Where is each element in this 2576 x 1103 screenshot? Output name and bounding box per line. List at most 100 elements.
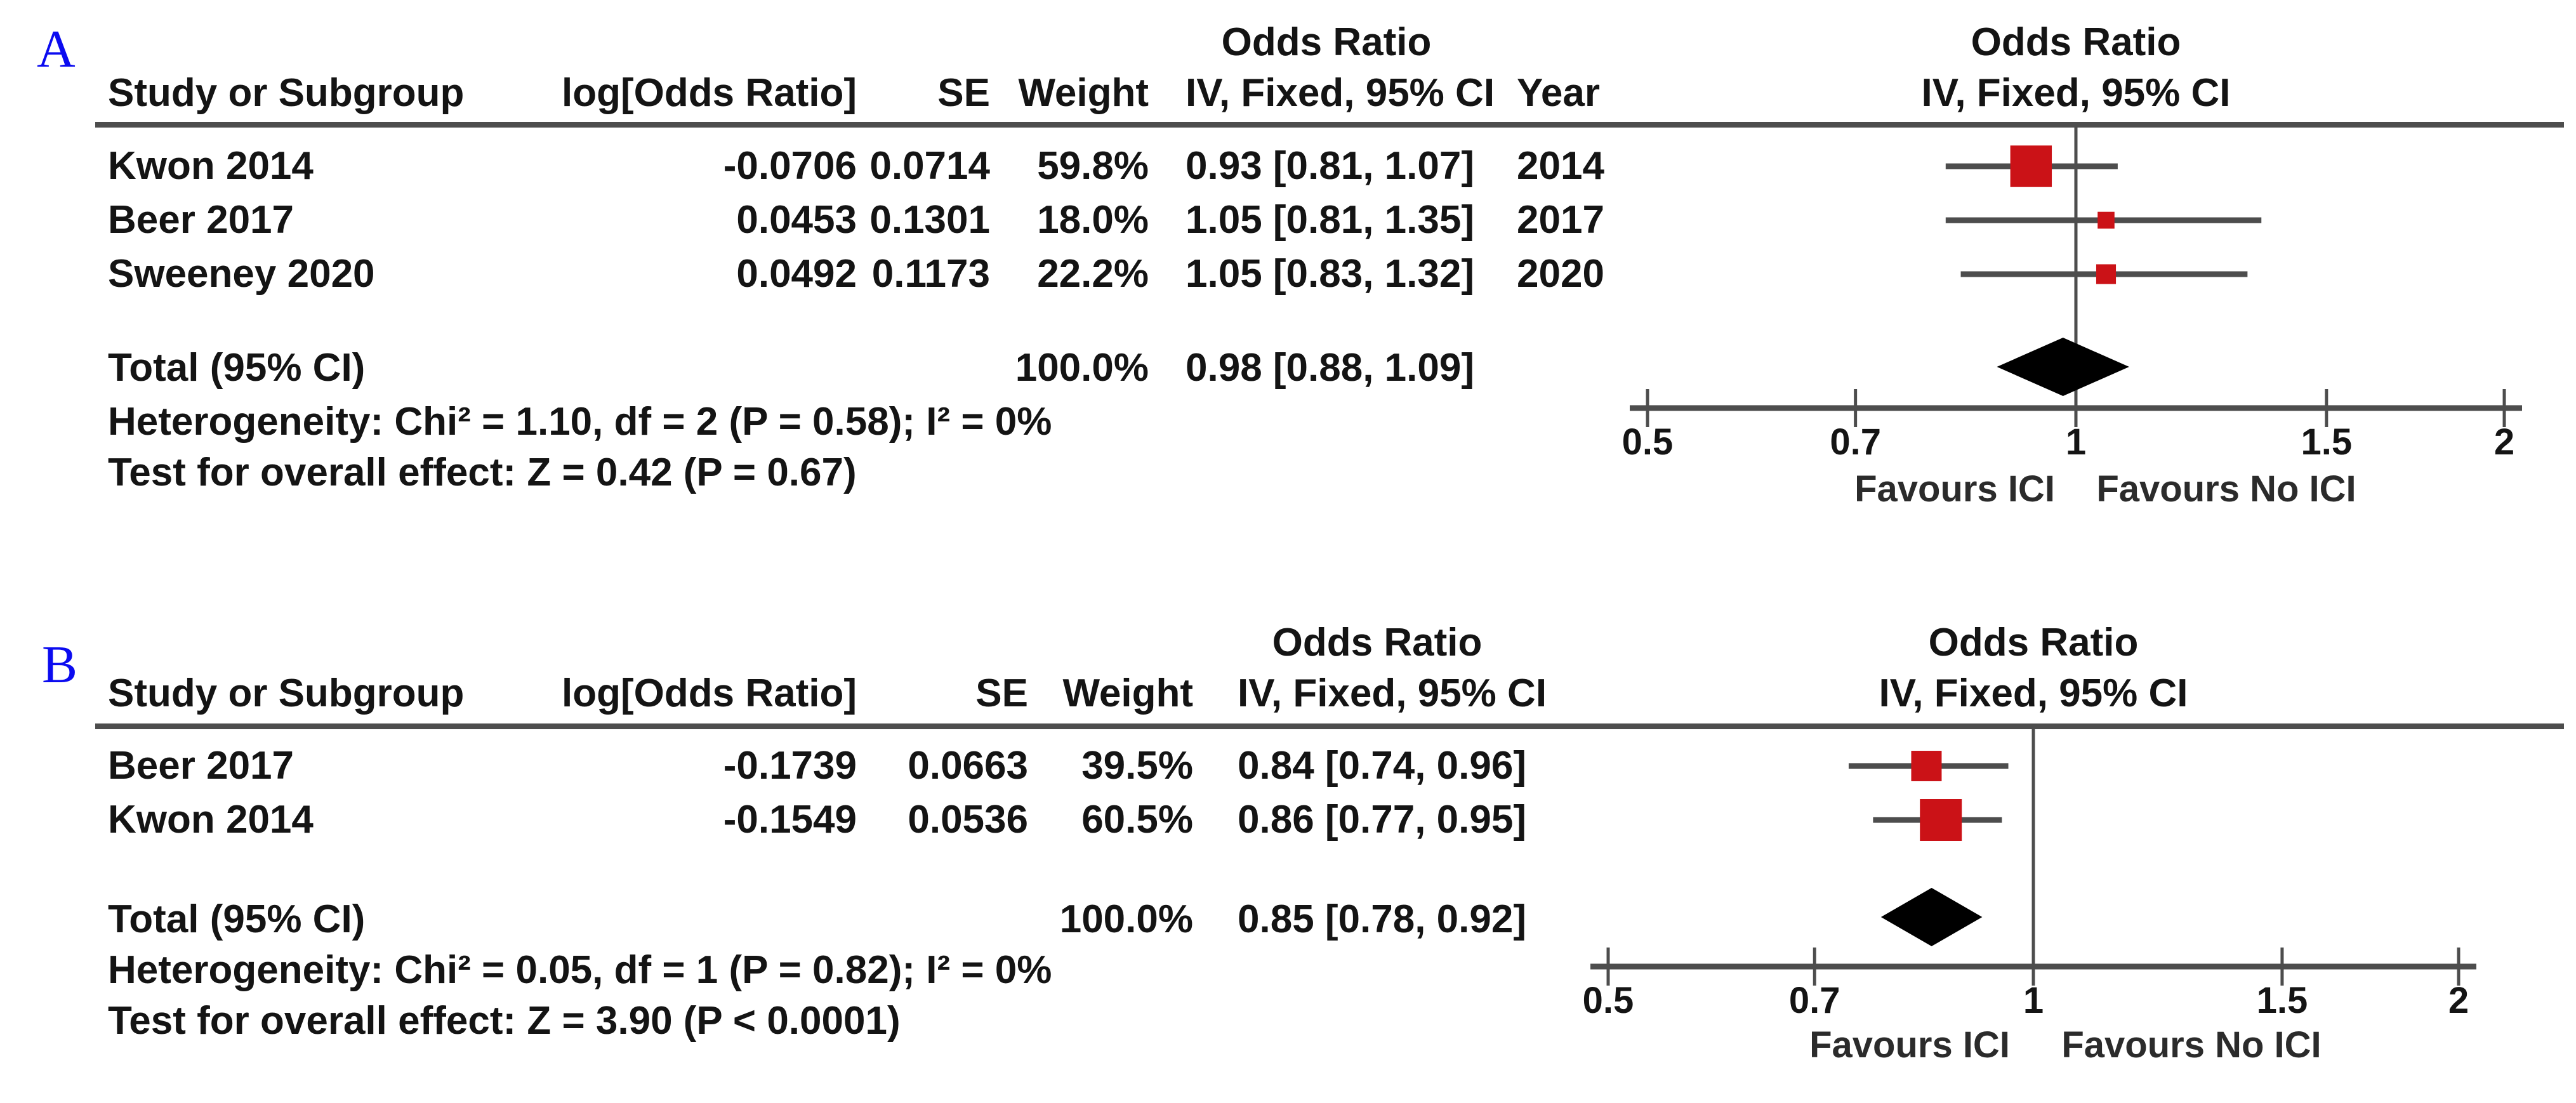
total-weight: 100.0% xyxy=(1015,346,1149,390)
effect-square xyxy=(2096,264,2117,284)
or-ci-value: 1.05 [0.83, 1.32] xyxy=(1186,252,1474,296)
column-header-se: SE xyxy=(937,71,990,115)
or-ci-value: 0.86 [0.77, 0.95] xyxy=(1238,798,1526,842)
se-value: 0.0663 xyxy=(908,744,1028,788)
year-value: 2020 xyxy=(1517,252,1604,296)
total-or-ci: 0.85 [0.78, 0.92] xyxy=(1238,897,1526,941)
study-name: Beer 2017 xyxy=(108,744,294,788)
tick-label-1-2: 1 xyxy=(2023,980,2044,1021)
log-odds-ratio-value: -0.1549 xyxy=(723,798,857,842)
column-header-log-odds-ratio: log[Odds Ratio] xyxy=(562,71,857,115)
pooled-diamond xyxy=(1880,888,1983,946)
plot-header-iv-fixed-ci: IV, Fixed, 95% CI xyxy=(1921,71,2231,115)
study-row: Sweeney 2020 0.0492 0.1173 22.2% 1.05 [0… xyxy=(0,252,1714,296)
effect-square xyxy=(2097,211,2115,229)
tick-label-1-3: 1.5 xyxy=(2256,980,2308,1021)
log-odds-ratio-value: -0.1739 xyxy=(723,744,857,788)
tick-label-0-2: 1 xyxy=(2065,421,2087,463)
log-odds-ratio-value: 0.0453 xyxy=(736,198,857,242)
study-row: Kwon 2014 -0.1549 0.0536 60.5% 0.86 [0.7… xyxy=(0,798,1714,842)
effect-square xyxy=(1920,799,1962,841)
column-header-log-odds-ratio: log[Odds Ratio] xyxy=(562,671,857,715)
tick-label-0-0: 0.5 xyxy=(1622,421,1674,463)
null-effect-line xyxy=(2074,128,2078,408)
pooled-diamond xyxy=(1997,338,2129,396)
or-ci-value: 1.05 [0.81, 1.35] xyxy=(1186,198,1474,242)
column-header-study: Study or Subgroup xyxy=(108,671,465,715)
heterogeneity-note: Heterogeneity: Chi² = 0.05, df = 1 (P = … xyxy=(108,948,1052,992)
log-odds-ratio-value: -0.0706 xyxy=(723,144,857,188)
weight-value: 59.8% xyxy=(1037,144,1149,188)
study-row: Beer 2017 0.0453 0.1301 18.0% 1.05 [0.81… xyxy=(0,198,1714,242)
axis-tick xyxy=(2074,389,2078,427)
axis-tick xyxy=(1606,948,1610,986)
heterogeneity-note: Heterogeneity: Chi² = 1.10, df = 2 (P = … xyxy=(108,400,1052,444)
panel-b-label: B xyxy=(42,635,78,694)
header-rule xyxy=(95,723,2564,729)
header-rule xyxy=(95,122,2564,128)
column-header-row: Study or Subgroup log[Odds Ratio] SE Wei… xyxy=(0,671,1714,716)
column-header-weight: Weight xyxy=(1062,671,1194,715)
study-row: Beer 2017 -0.1739 0.0663 39.5% 0.84 [0.7… xyxy=(0,744,1714,788)
tick-label-0-1: 0.7 xyxy=(1830,421,1881,463)
favours-no-ici-label: Favours No ICI xyxy=(2096,468,2356,510)
tick-label-1-4: 2 xyxy=(2448,980,2469,1021)
axis-tick xyxy=(2325,389,2328,427)
weight-value: 18.0% xyxy=(1037,198,1149,242)
year-value: 2017 xyxy=(1517,198,1604,242)
study-name: Kwon 2014 xyxy=(108,798,314,842)
total-label: Total (95% CI) xyxy=(108,346,366,390)
se-value: 0.1173 xyxy=(871,252,990,296)
weight-value: 39.5% xyxy=(1081,744,1193,788)
plot-header-iv-fixed-ci: IV, Fixed, 95% CI xyxy=(1879,671,2188,715)
study-name: Sweeney 2020 xyxy=(108,252,375,296)
or-ci-value: 0.93 [0.81, 1.07] xyxy=(1186,144,1474,188)
weight-value: 22.2% xyxy=(1037,252,1149,296)
column-header-weight: Weight xyxy=(1018,71,1149,115)
column-header-study: Study or Subgroup xyxy=(108,71,465,115)
overall-effect-note: Test for overall effect: Z = 3.90 (P < 0… xyxy=(108,999,901,1043)
effect-square xyxy=(2010,145,2052,187)
column-group-header-odds-ratio: Odds Ratio xyxy=(1221,20,1432,64)
study-name: Beer 2017 xyxy=(108,198,294,242)
total-row: Total (95% CI) 100.0% 0.85 [0.78, 0.92] xyxy=(0,897,1714,942)
axis-tick xyxy=(2280,948,2284,986)
overall-effect-note: Test for overall effect: Z = 0.42 (P = 0… xyxy=(108,451,857,494)
effect-square xyxy=(1911,751,1942,781)
panel-a-label: A xyxy=(37,20,76,79)
column-header-row: Study or Subgroup log[Odds Ratio] SE Wei… xyxy=(0,71,1714,116)
total-row: Total (95% CI) 100.0% 0.98 [0.88, 1.09] xyxy=(0,346,1714,390)
plot-header-odds-ratio: Odds Ratio xyxy=(1971,20,2181,64)
total-label: Total (95% CI) xyxy=(108,897,366,941)
tick-label-0-3: 1.5 xyxy=(2301,421,2353,463)
favours-ici-label: Favours ICI xyxy=(1809,1024,2010,1066)
se-value: 0.1301 xyxy=(869,198,990,242)
tick-label-0-4: 2 xyxy=(2493,421,2515,463)
study-row: Kwon 2014 -0.0706 0.0714 59.8% 0.93 [0.8… xyxy=(0,144,1714,188)
null-effect-line xyxy=(2031,729,2035,967)
log-odds-ratio-value: 0.0492 xyxy=(736,252,857,296)
total-or-ci: 0.98 [0.88, 1.09] xyxy=(1186,346,1474,390)
column-header-iv-fixed-ci: IV, Fixed, 95% CI xyxy=(1238,671,1547,715)
column-header-year: Year xyxy=(1517,71,1601,115)
year-value: 2014 xyxy=(1517,144,1604,188)
axis-tick xyxy=(1854,389,1858,427)
tick-label-1-1: 0.7 xyxy=(1788,980,1840,1021)
tick-label-1-0: 0.5 xyxy=(1582,980,1634,1021)
total-weight: 100.0% xyxy=(1059,897,1193,941)
favours-no-ici-label: Favours No ICI xyxy=(2061,1024,2322,1066)
axis-tick xyxy=(1646,389,1649,427)
se-value: 0.0714 xyxy=(869,144,990,188)
axis-tick xyxy=(2502,389,2506,427)
column-header-iv-fixed-ci: IV, Fixed, 95% CI xyxy=(1186,71,1495,115)
plot-header-odds-ratio: Odds Ratio xyxy=(1928,621,2139,664)
axis-tick xyxy=(1813,948,1816,986)
column-group-header-odds-ratio: Odds Ratio xyxy=(1272,621,1483,664)
weight-value: 60.5% xyxy=(1081,798,1193,842)
column-header-se: SE xyxy=(975,671,1028,715)
se-value: 0.0536 xyxy=(908,798,1028,842)
favours-ici-label: Favours ICI xyxy=(1854,468,2055,510)
or-ci-value: 0.84 [0.74, 0.96] xyxy=(1238,744,1526,788)
